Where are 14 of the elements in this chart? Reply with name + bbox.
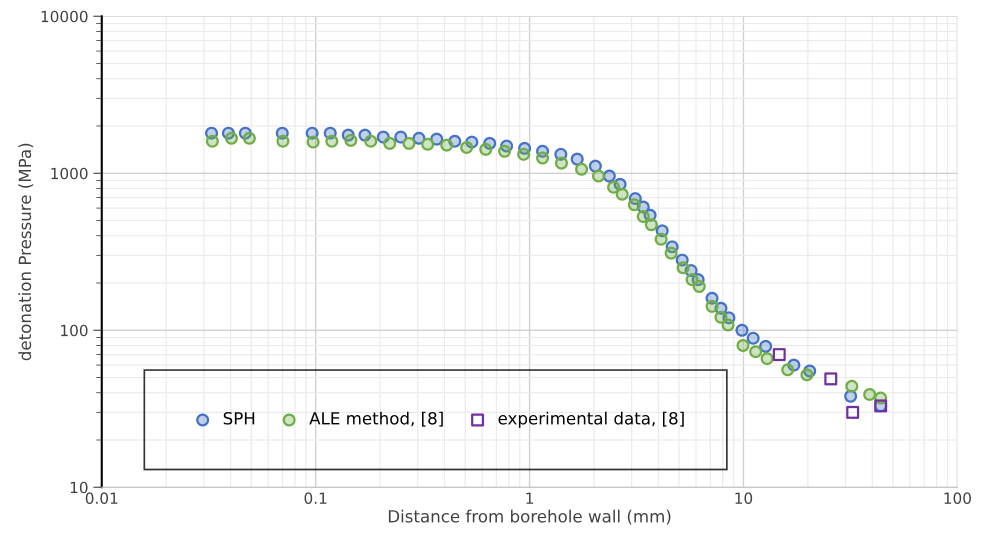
legend-label: SPH (224, 412, 254, 425)
legend-label: experimental data, [8] (498, 412, 684, 428)
x-tick-label: 0.1 (304, 492, 326, 504)
x-tick-label: 0.01 (86, 492, 118, 504)
y-tick-label: 10000 (42, 10, 88, 22)
y-tick-label: 1000 (51, 168, 88, 180)
y-tick-label: 10 (70, 482, 88, 494)
x-tick-label: 1 (526, 492, 534, 504)
x-tick-label: 10 (735, 492, 752, 504)
x-tick-label: 100 (944, 492, 971, 504)
y-axis-title: detonation Pressure (MPa) (18, 144, 34, 360)
legend-label: ALE method, [8] (309, 412, 443, 427)
x-axis-title: Distance from borehole wall (mm) (388, 510, 670, 525)
y-tick-label: 100 (61, 324, 88, 336)
